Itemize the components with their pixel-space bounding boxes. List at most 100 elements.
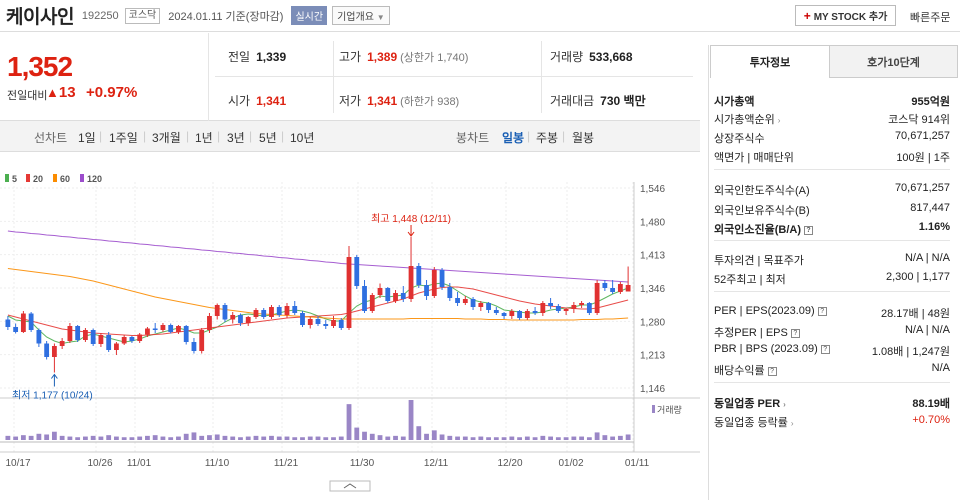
company-overview-label: 기업개요 <box>337 12 374 23</box>
fast-order-link[interactable]: 빠른주문 <box>910 12 951 24</box>
separator: | <box>99 129 103 143</box>
period-3m[interactable]: 3개월 <box>152 131 181 145</box>
help-icon[interactable]: ? <box>820 345 830 354</box>
info-row: PBR | BPS (2023.09)? 1.08배 | 1,247원 <box>714 341 950 360</box>
candle-body <box>439 270 445 287</box>
candle-body <box>354 257 360 286</box>
period-10y[interactable]: 10년 <box>290 131 315 145</box>
candle-daily[interactable]: 일봉 <box>502 131 525 145</box>
y-tick-label: 1,146 <box>640 384 665 395</box>
info-row: 상장주식수 70,671,257 <box>714 128 950 147</box>
candle-body <box>176 326 181 332</box>
candle-body <box>90 330 96 344</box>
volume-bar <box>307 436 313 440</box>
volume-bar <box>579 436 585 440</box>
period-1d[interactable]: 1일 <box>78 131 96 145</box>
help-icon[interactable]: ? <box>817 307 827 316</box>
info-row-value: N/A | N/A <box>904 324 950 336</box>
volume-bar <box>214 434 220 440</box>
amount-value: 730 백만 <box>600 94 646 108</box>
info-row: PER | EPS(2023.09)? 28.17배 | 48원 <box>714 303 950 322</box>
candle-body <box>331 320 336 326</box>
prev-label: 전일 <box>228 50 251 64</box>
volume-bar <box>114 436 119 440</box>
tab-investment-info[interactable]: 투자정보 <box>710 45 830 78</box>
min-annotation: 최저 1,177 (10/24) <box>12 390 93 402</box>
info-row-label: 시가총액 <box>714 96 755 108</box>
chevron-right-icon[interactable]: › <box>777 116 781 125</box>
candle-weekly[interactable]: 주봉 <box>536 131 559 145</box>
chevron-right-icon[interactable]: › <box>783 400 786 409</box>
legend-swatch <box>26 174 30 182</box>
help-icon[interactable]: ? <box>767 367 777 376</box>
candle-body <box>470 299 476 307</box>
volume-bar <box>555 437 561 440</box>
period-3y[interactable]: 3년 <box>227 131 245 145</box>
candle-monthly[interactable]: 월봉 <box>572 131 595 145</box>
x-tick-label: 12/20 <box>497 458 522 469</box>
volume-bar <box>571 436 577 440</box>
volume-bar <box>98 436 104 440</box>
volume-value: 533,668 <box>589 50 633 64</box>
volume-bar <box>486 437 491 440</box>
volume-bar <box>408 400 414 440</box>
info-row-label: 외국인한도주식수(A) <box>714 185 810 197</box>
candle-body <box>625 285 631 292</box>
stock-code: 192250 <box>81 9 119 22</box>
candle-body <box>13 327 19 332</box>
divider <box>714 240 950 241</box>
volume-bar <box>315 436 321 440</box>
candle-body <box>230 315 236 320</box>
volume-bar <box>524 436 530 440</box>
volume-bar <box>20 435 26 440</box>
add-my-stock-button[interactable]: + MY STOCK 추가 <box>795 5 896 26</box>
help-icon[interactable]: ? <box>804 226 813 235</box>
candle-body <box>617 284 623 292</box>
volume-bar <box>338 436 344 440</box>
x-tick-label: 11/21 <box>274 458 299 469</box>
candle-body <box>517 311 522 318</box>
volume-bar <box>183 433 189 440</box>
volume-bar <box>416 426 422 440</box>
y-tick-label: 1,213 <box>640 351 665 362</box>
volume-bar <box>548 436 553 440</box>
tab-hoga-10[interactable]: 호가10단계 <box>829 45 958 78</box>
legend-label: 5 <box>12 174 17 184</box>
volume-bar <box>563 437 569 440</box>
help-icon[interactable]: ? <box>790 329 800 338</box>
candle-body <box>44 343 50 357</box>
info-row: 추정PER | EPS? N/A | N/A <box>714 322 950 341</box>
period-1w[interactable]: 1주일 <box>109 131 138 145</box>
amount-cell: 거래대금 730 백만 <box>550 92 646 109</box>
candle-body <box>400 293 406 299</box>
candle-chart-label: 봉차트 <box>456 131 490 145</box>
candle-body <box>67 326 73 341</box>
volume-bar <box>83 436 88 440</box>
candle-body <box>106 335 112 350</box>
legend-swatch <box>5 174 9 182</box>
candle-body <box>83 330 88 340</box>
candle-body <box>98 335 104 344</box>
volume-bar <box>478 436 484 440</box>
realtime-button[interactable]: 실시간 <box>291 6 328 25</box>
y-tick-label: 1,346 <box>640 284 665 295</box>
upper-limit: (상한가 1,740) <box>400 52 469 64</box>
candle-body <box>602 283 608 288</box>
info-row-value: 1.08배 | 1,247원 <box>871 346 950 358</box>
candle-body <box>493 310 499 313</box>
x-tick-label: 11/01 <box>127 458 152 469</box>
period-1y[interactable]: 1년 <box>195 131 213 145</box>
period-5y[interactable]: 5년 <box>259 131 277 145</box>
volume-bar <box>222 435 228 440</box>
company-overview-dropdown[interactable]: 기업개요 ▼ <box>332 6 390 25</box>
candle-body <box>253 310 259 317</box>
chevron-right-icon[interactable]: › <box>790 419 794 428</box>
divider <box>708 45 709 500</box>
collapse-handle[interactable] <box>329 480 371 492</box>
info-row-value: N/A <box>931 362 950 374</box>
info-row: 동일업종 등락률 › +0.70% <box>714 412 950 431</box>
volume-bar <box>362 431 367 440</box>
volume-bar <box>5 435 11 440</box>
candle-body <box>269 307 274 317</box>
candle-body <box>307 319 313 325</box>
